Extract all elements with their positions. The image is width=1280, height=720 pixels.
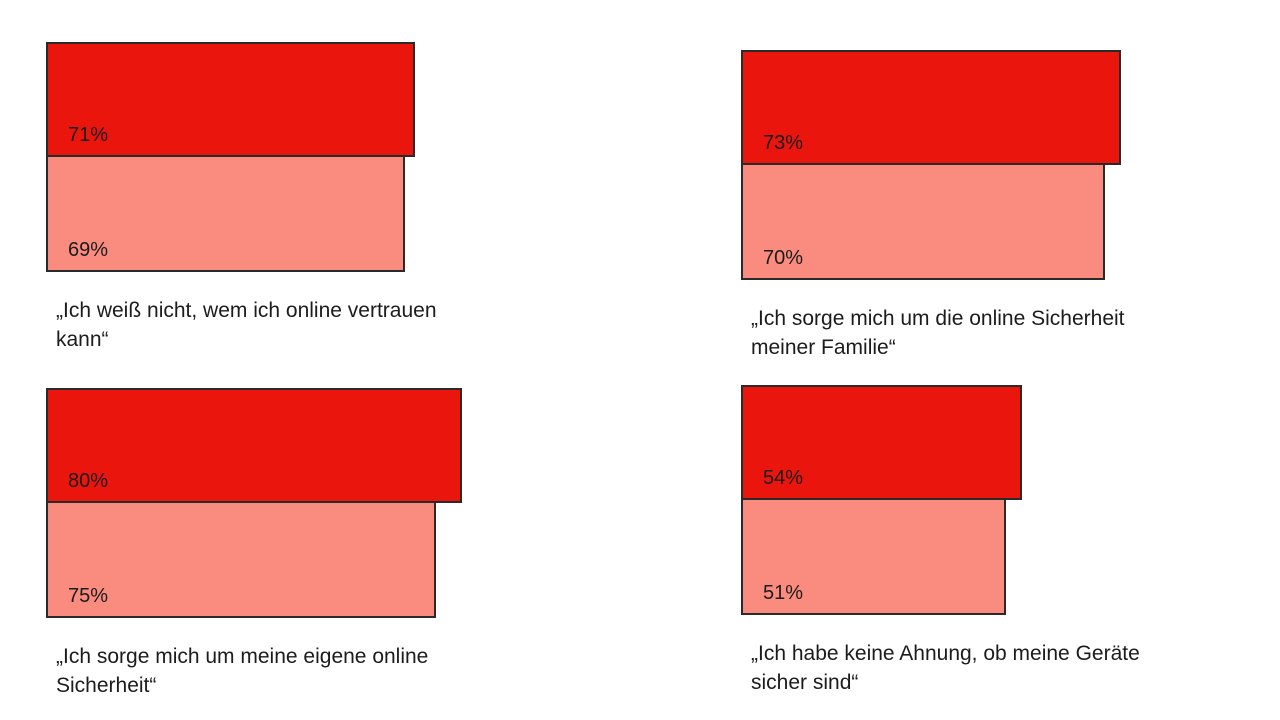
bar-secondary: 70% (741, 165, 1105, 280)
chart-caption: „Ich sorge mich um die online Sicherheit… (751, 307, 1125, 359)
bar-label-primary: 73% (763, 132, 804, 154)
chart-caption: „Ich habe keine Ahnung, ob meine Geräte … (751, 642, 1140, 694)
bar-primary: 73% (741, 50, 1121, 165)
bar-primary: 80% (46, 388, 462, 503)
bar-primary: 54% (741, 385, 1022, 500)
bar-label-secondary: 75% (68, 585, 109, 607)
bar-label-primary: 71% (68, 124, 109, 146)
bar-label-primary: 80% (68, 470, 109, 492)
chart-caption: „Ich weiß nicht, wem ich online vertraue… (56, 299, 437, 351)
chart-caption: „Ich sorge mich um meine eigene online S… (56, 645, 429, 697)
bar-secondary: 51% (741, 500, 1006, 615)
bar-label-secondary: 70% (763, 247, 804, 269)
bar-label-secondary: 51% (763, 582, 804, 604)
bar-label-secondary: 69% (68, 239, 109, 261)
bar-primary: 71% (46, 42, 415, 157)
bar-secondary: 69% (46, 157, 405, 272)
bar-label-primary: 54% (763, 467, 804, 489)
bar-secondary: 75% (46, 503, 436, 618)
